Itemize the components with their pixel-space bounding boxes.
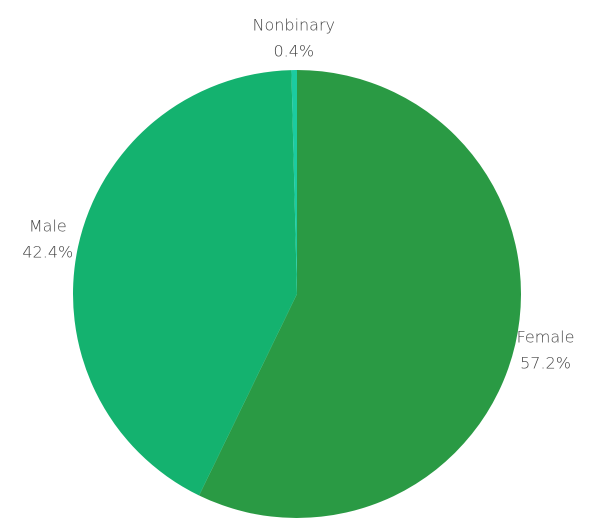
slice-label: Male [29,216,67,235]
pie-slice [72,70,297,496]
slice-label: Nonbinary [253,16,336,35]
pie-slice [199,70,522,518]
pie-slice [291,70,297,294]
slice-value-label: 0.4% [273,42,314,61]
slice-value-label: 57.2% [520,354,571,373]
slice-label: Female [517,328,575,347]
slice-value-label: 42.4% [22,242,73,261]
